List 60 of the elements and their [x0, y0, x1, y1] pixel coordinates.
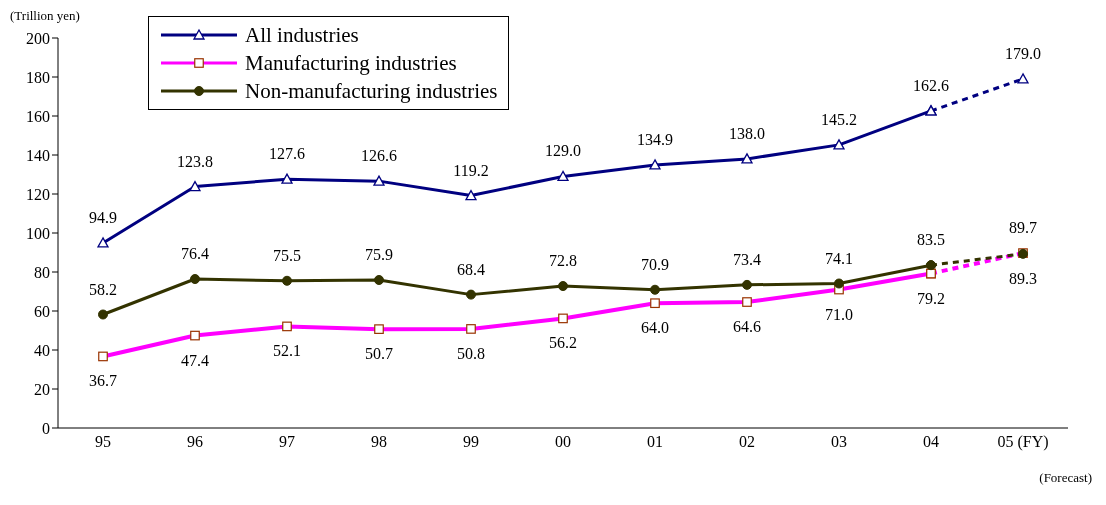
data-label: 76.4	[181, 245, 209, 263]
data-label: 129.0	[545, 142, 581, 160]
data-label: 56.2	[549, 334, 577, 352]
x-tick-label: 01	[647, 433, 663, 451]
x-tick-label: 00	[555, 433, 571, 451]
y-axis-title: (Trillion yen)	[10, 8, 80, 24]
y-tick-label: 80	[34, 263, 50, 281]
x-tick-label: 99	[463, 433, 479, 451]
y-tick-label: 20	[34, 380, 50, 398]
legend-label: Manufacturing industries	[245, 50, 457, 76]
y-tick-label: 100	[26, 224, 50, 242]
y-tick-label: 120	[26, 185, 50, 203]
data-label: 127.6	[269, 145, 305, 163]
data-label: 70.9	[641, 255, 669, 273]
data-label: 58.2	[89, 280, 117, 298]
data-label: 72.8	[549, 252, 577, 270]
data-label: 94.9	[89, 208, 117, 226]
data-label: 134.9	[637, 130, 673, 148]
data-label: 50.8	[457, 344, 485, 362]
y-tick-label: 0	[42, 419, 50, 437]
text: (Forecast)	[1039, 470, 1092, 486]
data-label: 83.5	[917, 231, 945, 249]
x-tick-label: 96	[187, 433, 203, 451]
data-label: 52.1	[273, 342, 301, 360]
data-label: 119.2	[453, 161, 489, 179]
y-tick-label: 60	[34, 302, 50, 320]
x-tick-label: 98	[371, 433, 387, 451]
x-tick-label: 97	[279, 433, 295, 451]
data-label: 74.1	[825, 249, 853, 267]
data-label: 68.4	[457, 260, 485, 278]
x-tick-label: 02	[739, 433, 755, 451]
data-label: 89.7	[1009, 219, 1037, 237]
legend-label: Non-manufacturing industries	[245, 78, 498, 104]
x-tick-label: 03	[831, 433, 847, 451]
data-label: 47.4	[181, 351, 209, 369]
data-label: 79.2	[917, 289, 945, 307]
y-tick-label: 40	[34, 341, 50, 359]
y-tick-label: 180	[26, 68, 50, 86]
legend-label: All industries	[245, 22, 359, 48]
data-label: 50.7	[365, 345, 393, 363]
x-tick-label: 05 (FY)	[997, 433, 1049, 452]
data-label: 75.9	[365, 245, 393, 263]
data-label: 73.4	[733, 250, 761, 268]
data-label: 162.6	[913, 76, 949, 94]
data-label: 75.5	[273, 246, 301, 264]
x-tick-label: 04	[923, 433, 939, 451]
data-label: 138.0	[729, 124, 765, 142]
data-label: 145.2	[821, 110, 857, 128]
data-label: 36.7	[89, 372, 117, 390]
data-label: 71.0	[825, 305, 853, 323]
y-tick-label: 160	[26, 107, 50, 125]
data-label: 89.3	[1009, 269, 1037, 287]
y-tick-label: 140	[26, 146, 50, 164]
data-label: 179.0	[1005, 44, 1041, 62]
x-tick-label: 95	[95, 433, 111, 451]
data-label: 64.6	[733, 318, 761, 336]
y-tick-label: 200	[26, 29, 50, 47]
data-label: 123.8	[177, 152, 213, 170]
data-label: 126.6	[361, 147, 397, 165]
data-label: 64.0	[641, 319, 669, 337]
